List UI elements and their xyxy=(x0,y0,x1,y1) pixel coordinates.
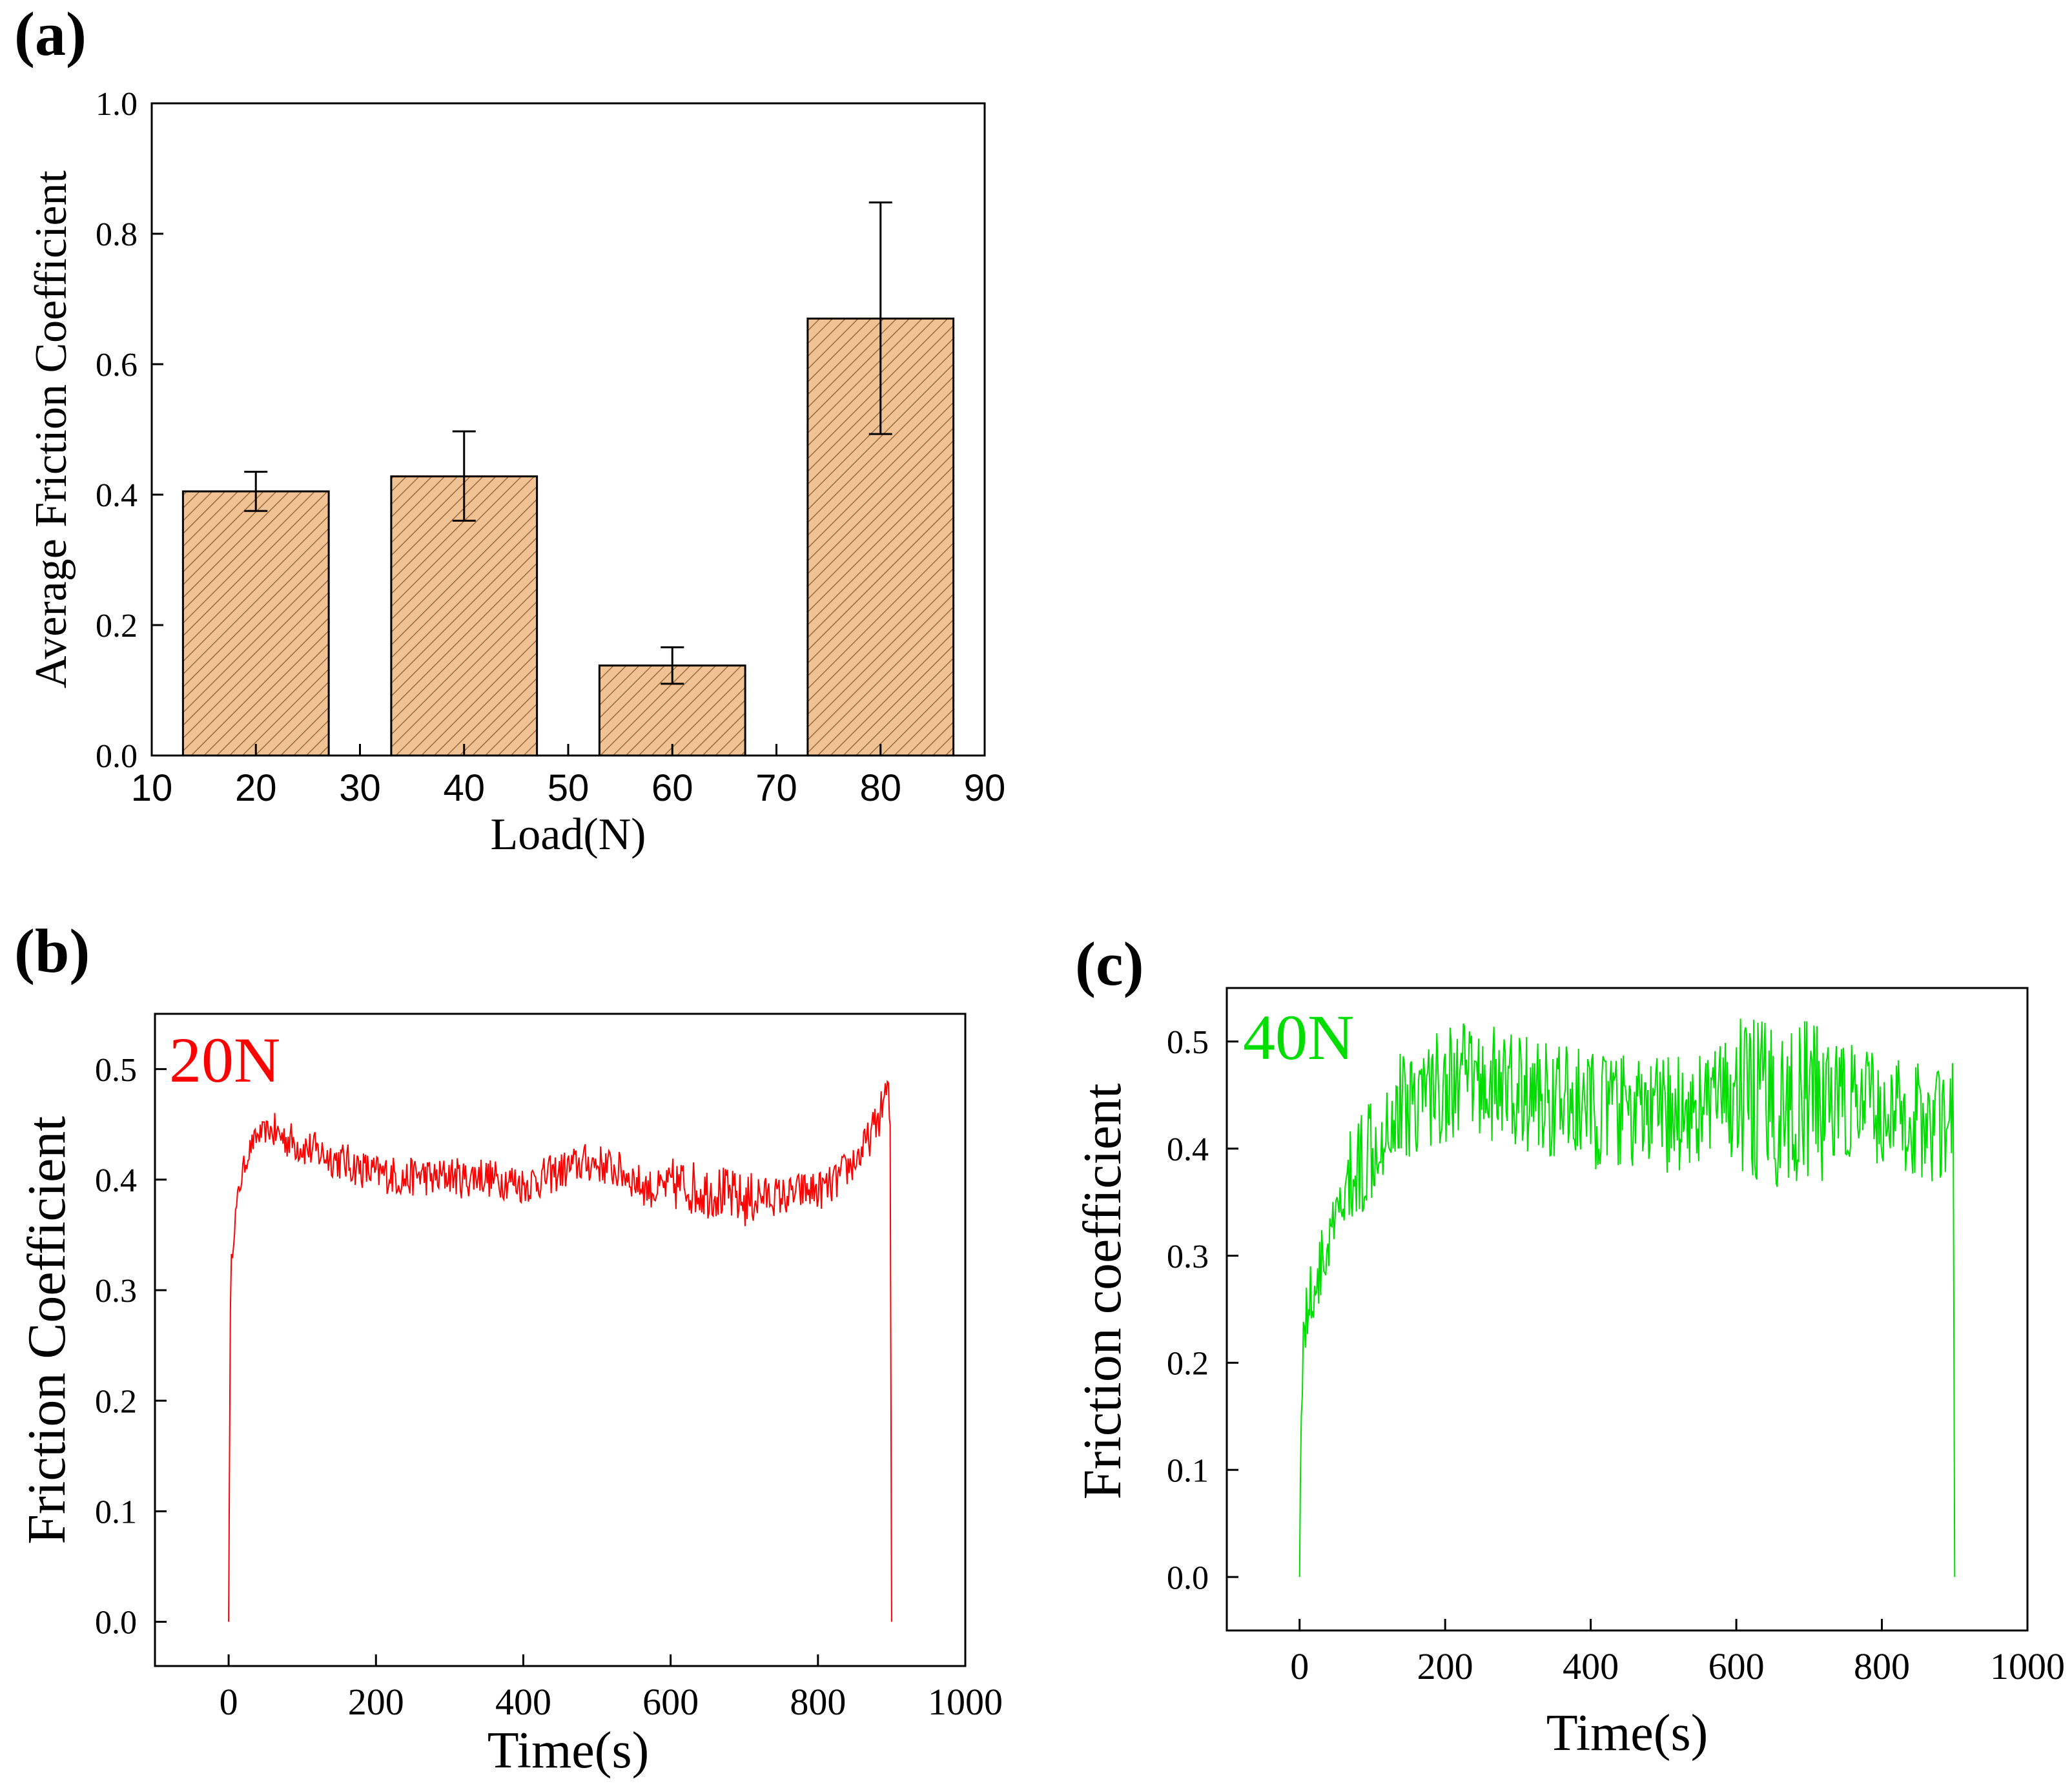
x-tick-label: 30 xyxy=(339,767,381,809)
x-tick-label: 0 xyxy=(220,1681,238,1723)
y-tick-label: 0.8 xyxy=(96,216,138,253)
x-tick-label: 600 xyxy=(1708,1645,1765,1687)
x-axis-label: Load(N) xyxy=(490,810,646,859)
y-axis-label: Average Friction Coefficient xyxy=(26,170,76,688)
y-tick-label: 0.1 xyxy=(95,1494,137,1531)
y-tick-label: 0.2 xyxy=(1167,1346,1209,1383)
series-annotation-40N: 40N xyxy=(1243,1002,1354,1073)
bar-20 xyxy=(181,490,330,757)
x-tick-label: 800 xyxy=(790,1681,846,1723)
y-tick-label: 0.0 xyxy=(96,738,138,775)
series-line-40N xyxy=(1298,1018,1956,1578)
series-annotation-20N: 20N xyxy=(169,1024,280,1096)
y-tick-label: 0.2 xyxy=(96,608,138,644)
series-line-20N xyxy=(228,1080,892,1622)
x-tick-label: 200 xyxy=(348,1681,404,1723)
panel-label-c: (c) xyxy=(1075,929,1144,998)
y-tick-label: 0.0 xyxy=(1167,1559,1209,1596)
x-tick-label: 1000 xyxy=(1990,1645,2065,1687)
panel-label-a: (a) xyxy=(14,0,87,68)
panel-label-b: (b) xyxy=(14,916,90,985)
x-tick-label: 400 xyxy=(495,1681,551,1723)
y-tick-label: 0.1 xyxy=(1167,1452,1209,1489)
x-tick-label: 0 xyxy=(1290,1645,1309,1687)
x-tick-label: 40 xyxy=(443,767,485,809)
y-axis-label: Friction coefficient xyxy=(1072,1084,1133,1500)
y-tick-label: 0.4 xyxy=(95,1162,137,1199)
y-tick-label: 0.3 xyxy=(95,1273,137,1310)
y-tick-label: 0.5 xyxy=(1167,1024,1209,1061)
y-tick-label: 0.3 xyxy=(1167,1239,1209,1275)
x-axis-label: Time(s) xyxy=(487,1722,649,1779)
bar-chart-average-friction: 10 20 30 40 50 60 70 80 90 0.0 0.2 0.4 0.6 0.8 1.0 Loa… xyxy=(26,86,1005,859)
y-axis-label: Friction Coefficient xyxy=(17,1116,77,1544)
y-tick-label: 0.0 xyxy=(95,1605,137,1641)
x-tick-label: 600 xyxy=(642,1681,699,1723)
y-tick-label: 0.2 xyxy=(95,1383,137,1420)
x-axis-label: Time(s) xyxy=(1546,1705,1708,1762)
x-tick-label: 10 xyxy=(131,767,173,809)
x-tick-label: 50 xyxy=(548,767,590,809)
bar-40 xyxy=(390,475,539,757)
y-tick-label: 0.6 xyxy=(96,347,138,384)
x-tick-label: 60 xyxy=(651,767,693,809)
x-tick-label: 800 xyxy=(1854,1645,1910,1687)
y-tick-label: 0.4 xyxy=(1167,1131,1209,1168)
x-tick-label: 1000 xyxy=(928,1681,1003,1723)
plot-frame xyxy=(154,1013,967,1667)
x-tick-label: 70 xyxy=(755,767,797,809)
y-tick-label: 0.5 xyxy=(95,1052,137,1089)
y-tick-label: 0.4 xyxy=(96,477,138,514)
x-tick-label: 400 xyxy=(1563,1645,1619,1687)
y-tick-label: 1.0 xyxy=(96,86,138,123)
plot-frame xyxy=(1226,987,2029,1632)
x-tick-label: 20 xyxy=(235,767,277,809)
x-tick-label: 200 xyxy=(1417,1645,1473,1687)
x-tick-label: 80 xyxy=(859,767,901,809)
x-tick-label: 90 xyxy=(964,767,1006,809)
